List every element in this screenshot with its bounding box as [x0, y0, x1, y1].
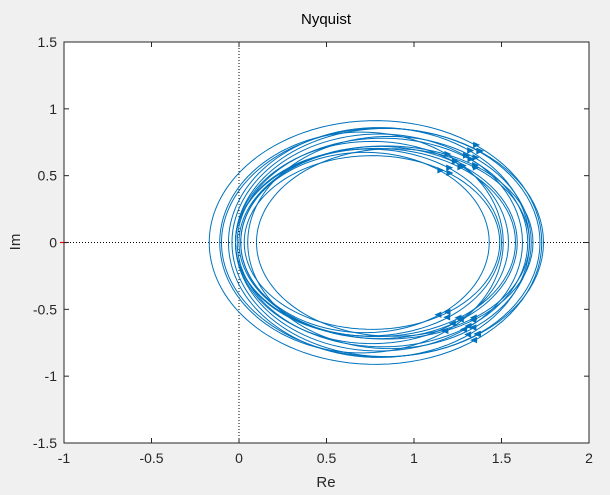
arrow-bottom-13 [474, 330, 481, 338]
arrow-bottom-12 [464, 331, 472, 338]
nyquist-curves [208, 120, 545, 365]
arrow-bottom-2 [443, 314, 451, 321]
x-tick-label: -0.5 [139, 450, 163, 466]
arrow-bottom-15 [441, 327, 449, 335]
nyquist-curve-6 [240, 145, 518, 340]
arrow-bottom-14 [470, 336, 478, 344]
nyquist-curve-14 [208, 120, 543, 365]
arrow-top-9 [472, 154, 480, 161]
arrow-top-15 [444, 150, 452, 158]
nyquist-curve-11 [231, 127, 541, 358]
nyquist-curve-8 [238, 145, 534, 340]
arrow-top-2 [446, 164, 454, 171]
x-tick-label: 1.5 [492, 450, 512, 466]
y-tick-label: 0 [49, 235, 57, 251]
nyquist-curve-16 [243, 155, 501, 330]
y-axis-label: Im [7, 234, 24, 251]
arrow-bottom-6 [456, 316, 464, 323]
nyquist-curve-12 [228, 127, 531, 358]
x-tick-label: -1 [58, 450, 71, 466]
axis-ticks: -1 -0.5 0 0.5 1 1.5 2-1.5-1-0.500.511.5 [33, 34, 593, 466]
arrow-top-5 [463, 152, 470, 159]
arrow-bottom-10 [469, 314, 477, 321]
y-tick-label: -0.5 [33, 301, 57, 317]
arrow-top-10 [472, 164, 480, 171]
x-tick-label: 2 [585, 450, 593, 466]
direction-arrows [434, 141, 484, 344]
arrow-bottom-5 [460, 326, 467, 333]
x-tick-label: 1 [410, 450, 418, 466]
nyquist-curve-3 [235, 140, 510, 345]
nyquist-curve-15 [219, 131, 504, 354]
arrow-top-12 [467, 147, 475, 154]
arrow-top-1 [437, 167, 445, 174]
arrow-top-13 [477, 147, 484, 155]
arrow-top-16 [446, 169, 454, 177]
arrow-bottom-16 [443, 308, 451, 316]
arrow-top-14 [473, 141, 481, 149]
nyquist-curve-5 [235, 133, 524, 352]
y-tick-label: 1.5 [38, 34, 58, 50]
arrow-bottom-3 [448, 320, 456, 327]
chart-title: Nyquist [301, 11, 352, 28]
nyquist-curve-9 [247, 135, 532, 350]
arrow-top-3 [451, 158, 459, 165]
y-tick-label: -1.5 [33, 435, 57, 451]
x-axis-label: Re [316, 474, 335, 491]
arrow-bottom-9 [469, 324, 477, 331]
nyquist-curve-7 [236, 137, 529, 348]
x-tick-label: 0 [235, 450, 243, 466]
arrow-top-6 [459, 162, 467, 169]
nyquist-curve-13 [221, 127, 545, 358]
y-tick-label: -1 [45, 368, 58, 384]
arrow-top-7 [467, 155, 475, 163]
arrow-bottom-1 [434, 311, 442, 318]
y-tick-label: 1 [49, 101, 57, 117]
y-tick-label: 0.5 [38, 168, 58, 184]
x-tick-label: 0.5 [317, 450, 337, 466]
